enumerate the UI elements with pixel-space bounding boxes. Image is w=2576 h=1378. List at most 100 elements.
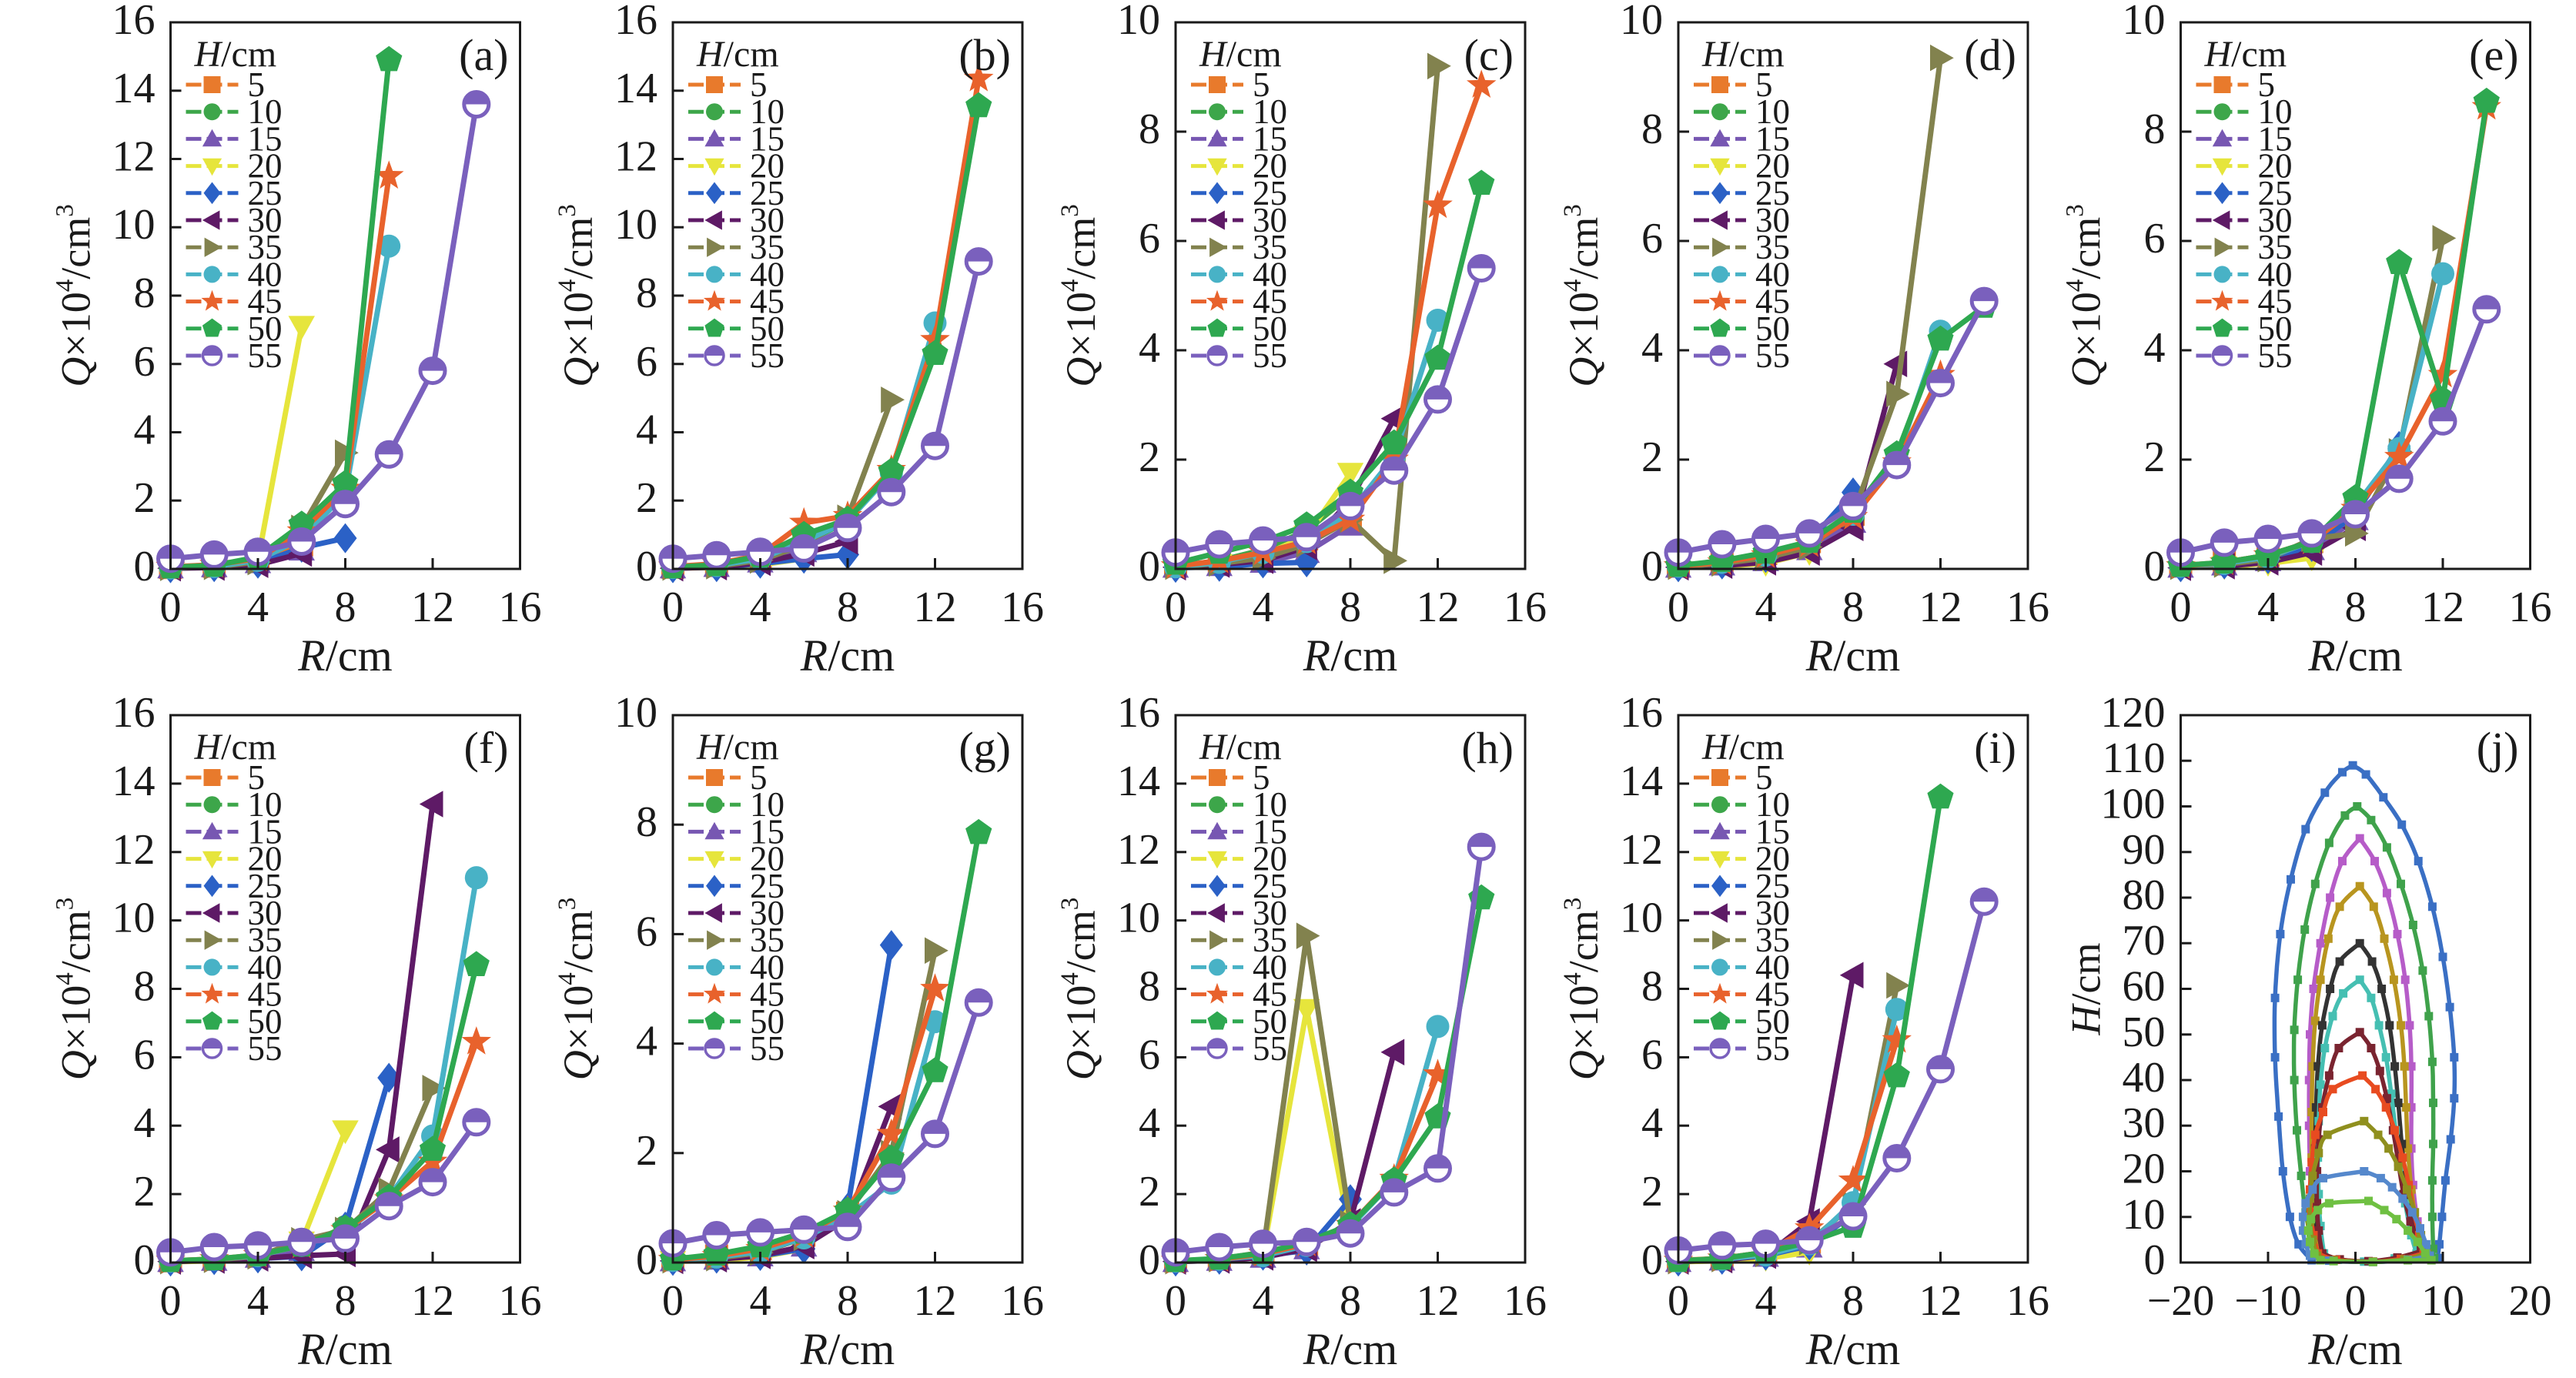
- svg-text:0: 0: [1139, 1236, 1160, 1284]
- svg-text:4: 4: [636, 1018, 657, 1065]
- svg-text:H/cm: H/cm: [1199, 34, 1282, 75]
- svg-text:55: 55: [2258, 336, 2293, 375]
- svg-text:20: 20: [750, 840, 785, 878]
- svg-text:100: 100: [2101, 781, 2166, 828]
- svg-text:2: 2: [1641, 433, 1663, 481]
- svg-text:35: 35: [1253, 921, 1287, 959]
- svg-text:2: 2: [2144, 433, 2166, 481]
- svg-text:(d): (d): [1964, 30, 2016, 80]
- svg-text:0: 0: [636, 543, 657, 590]
- svg-text:10: 10: [1253, 92, 1287, 131]
- svg-text:16: 16: [1504, 1277, 1547, 1325]
- svg-text:(i): (i): [1974, 723, 2016, 773]
- svg-text:0: 0: [1165, 584, 1186, 631]
- svg-text:30: 30: [1253, 201, 1287, 239]
- svg-text:40: 40: [750, 948, 785, 986]
- svg-text:Q×104​/cm3​: Q×104​/cm3​: [554, 898, 601, 1080]
- svg-text:4: 4: [1641, 1099, 1663, 1147]
- svg-text:10: 10: [1620, 895, 1663, 942]
- svg-text:50: 50: [750, 309, 785, 348]
- svg-text:R/cm: R/cm: [1303, 1324, 1397, 1374]
- svg-text:10: 10: [614, 689, 657, 737]
- svg-text:45: 45: [750, 975, 785, 1014]
- svg-text:5: 5: [1755, 758, 1773, 797]
- svg-text:5: 5: [1253, 758, 1270, 797]
- svg-text:50: 50: [248, 1002, 283, 1041]
- svg-text:Q×104​/cm3​: Q×104​/cm3​: [52, 898, 99, 1080]
- svg-text:8: 8: [636, 798, 657, 846]
- svg-text:20: 20: [2509, 1277, 2552, 1325]
- svg-text:16: 16: [2006, 584, 2049, 631]
- svg-text:5: 5: [248, 758, 266, 797]
- svg-text:40: 40: [2258, 255, 2293, 293]
- svg-text:12: 12: [914, 1277, 957, 1325]
- svg-text:6: 6: [1139, 1031, 1160, 1079]
- svg-text:16: 16: [499, 1277, 542, 1325]
- svg-text:20: 20: [750, 147, 785, 186]
- svg-text:0: 0: [2345, 1277, 2367, 1325]
- svg-text:12: 12: [112, 133, 156, 181]
- svg-text:30: 30: [1755, 201, 1790, 239]
- svg-text:0: 0: [134, 543, 156, 590]
- svg-text:10: 10: [112, 895, 156, 942]
- svg-text:20: 20: [1755, 147, 1790, 186]
- svg-text:16: 16: [1117, 689, 1160, 737]
- svg-text:15: 15: [1755, 812, 1790, 851]
- svg-text:0: 0: [160, 584, 182, 631]
- svg-text:12: 12: [2421, 584, 2464, 631]
- svg-text:(g): (g): [958, 723, 1011, 773]
- svg-text:16: 16: [1620, 689, 1663, 737]
- svg-text:(e): (e): [2469, 30, 2518, 80]
- svg-text:(a): (a): [459, 30, 508, 80]
- svg-text:60: 60: [2123, 963, 2166, 1011]
- svg-text:8: 8: [1340, 1277, 1361, 1325]
- svg-text:R/cm: R/cm: [297, 630, 392, 681]
- svg-text:50: 50: [1253, 309, 1287, 348]
- svg-text:45: 45: [248, 975, 283, 1014]
- svg-text:5: 5: [750, 65, 768, 104]
- svg-text:12: 12: [1919, 1277, 1962, 1325]
- svg-text:10: 10: [1117, 895, 1160, 942]
- svg-text:50: 50: [1755, 309, 1790, 348]
- svg-text:0: 0: [636, 1236, 657, 1284]
- svg-text:2: 2: [134, 1168, 156, 1216]
- svg-text:55: 55: [750, 336, 785, 375]
- svg-text:H/cm: H/cm: [1701, 727, 1785, 768]
- svg-text:4: 4: [1755, 584, 1777, 631]
- svg-text:8: 8: [1139, 963, 1160, 1011]
- svg-text:8: 8: [335, 1277, 356, 1325]
- svg-text:6: 6: [2144, 215, 2166, 263]
- svg-text:55: 55: [750, 1029, 785, 1068]
- svg-text:20: 20: [2258, 147, 2293, 186]
- svg-text:12: 12: [411, 1277, 454, 1325]
- svg-text:6: 6: [1641, 1031, 1663, 1079]
- svg-text:8: 8: [134, 269, 156, 317]
- svg-text:30: 30: [750, 201, 785, 239]
- svg-text:45: 45: [2258, 283, 2293, 321]
- svg-text:8: 8: [1641, 963, 1663, 1011]
- svg-text:4: 4: [1253, 584, 1274, 631]
- svg-text:14: 14: [1117, 758, 1160, 805]
- svg-text:25: 25: [248, 174, 283, 212]
- svg-text:20: 20: [2123, 1146, 2166, 1193]
- svg-text:8: 8: [1139, 105, 1160, 153]
- svg-text:50: 50: [1755, 1002, 1790, 1041]
- svg-text:15: 15: [750, 812, 785, 851]
- svg-text:4: 4: [636, 406, 657, 454]
- svg-text:H/cm: H/cm: [2204, 34, 2287, 75]
- svg-text:20: 20: [1253, 840, 1287, 878]
- svg-text:15: 15: [1755, 119, 1790, 158]
- svg-text:25: 25: [2258, 174, 2293, 212]
- svg-text:8: 8: [636, 269, 657, 317]
- svg-text:6: 6: [636, 338, 657, 386]
- svg-text:30: 30: [248, 201, 283, 239]
- svg-text:H/cm: H/cm: [696, 34, 779, 75]
- svg-text:R/cm: R/cm: [297, 1324, 392, 1374]
- svg-text:12: 12: [1117, 826, 1160, 874]
- svg-text:H/cm: H/cm: [194, 727, 277, 768]
- svg-text:35: 35: [1755, 921, 1790, 959]
- svg-text:10: 10: [112, 201, 156, 249]
- svg-text:R/cm: R/cm: [1805, 630, 1900, 681]
- svg-text:30: 30: [1755, 894, 1790, 932]
- svg-text:4: 4: [2144, 324, 2166, 372]
